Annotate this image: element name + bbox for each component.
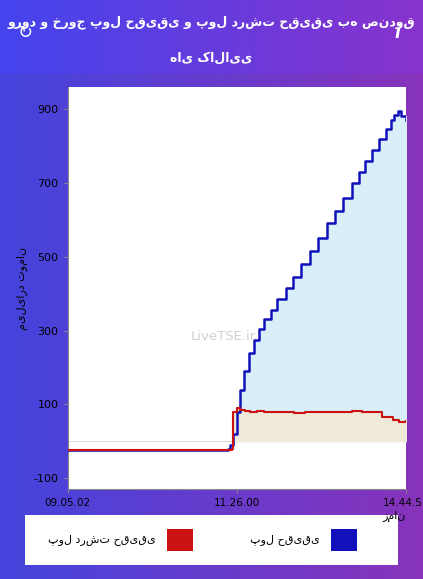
Bar xyxy=(167,529,193,551)
Bar xyxy=(331,529,357,551)
Text: های کالایی: های کالایی xyxy=(170,52,253,64)
X-axis label: زمان: زمان xyxy=(383,511,406,522)
Text: پول حقیقی: پول حقیقی xyxy=(250,534,327,545)
Text: پول درشت حقیقی: پول درشت حقیقی xyxy=(48,534,163,545)
Text: ورود و خروج پول حقیقی و پول درشت حقیقی به صندوق: ورود و خروج پول حقیقی و پول درشت حقیقی ب… xyxy=(8,16,415,29)
Text: i: i xyxy=(395,24,401,42)
Y-axis label: میلیارد تومان: میلیارد تومان xyxy=(17,247,28,329)
FancyBboxPatch shape xyxy=(18,514,405,566)
Text: LiveTSE.ir: LiveTSE.ir xyxy=(191,330,256,343)
Text: ↻: ↻ xyxy=(18,24,33,42)
